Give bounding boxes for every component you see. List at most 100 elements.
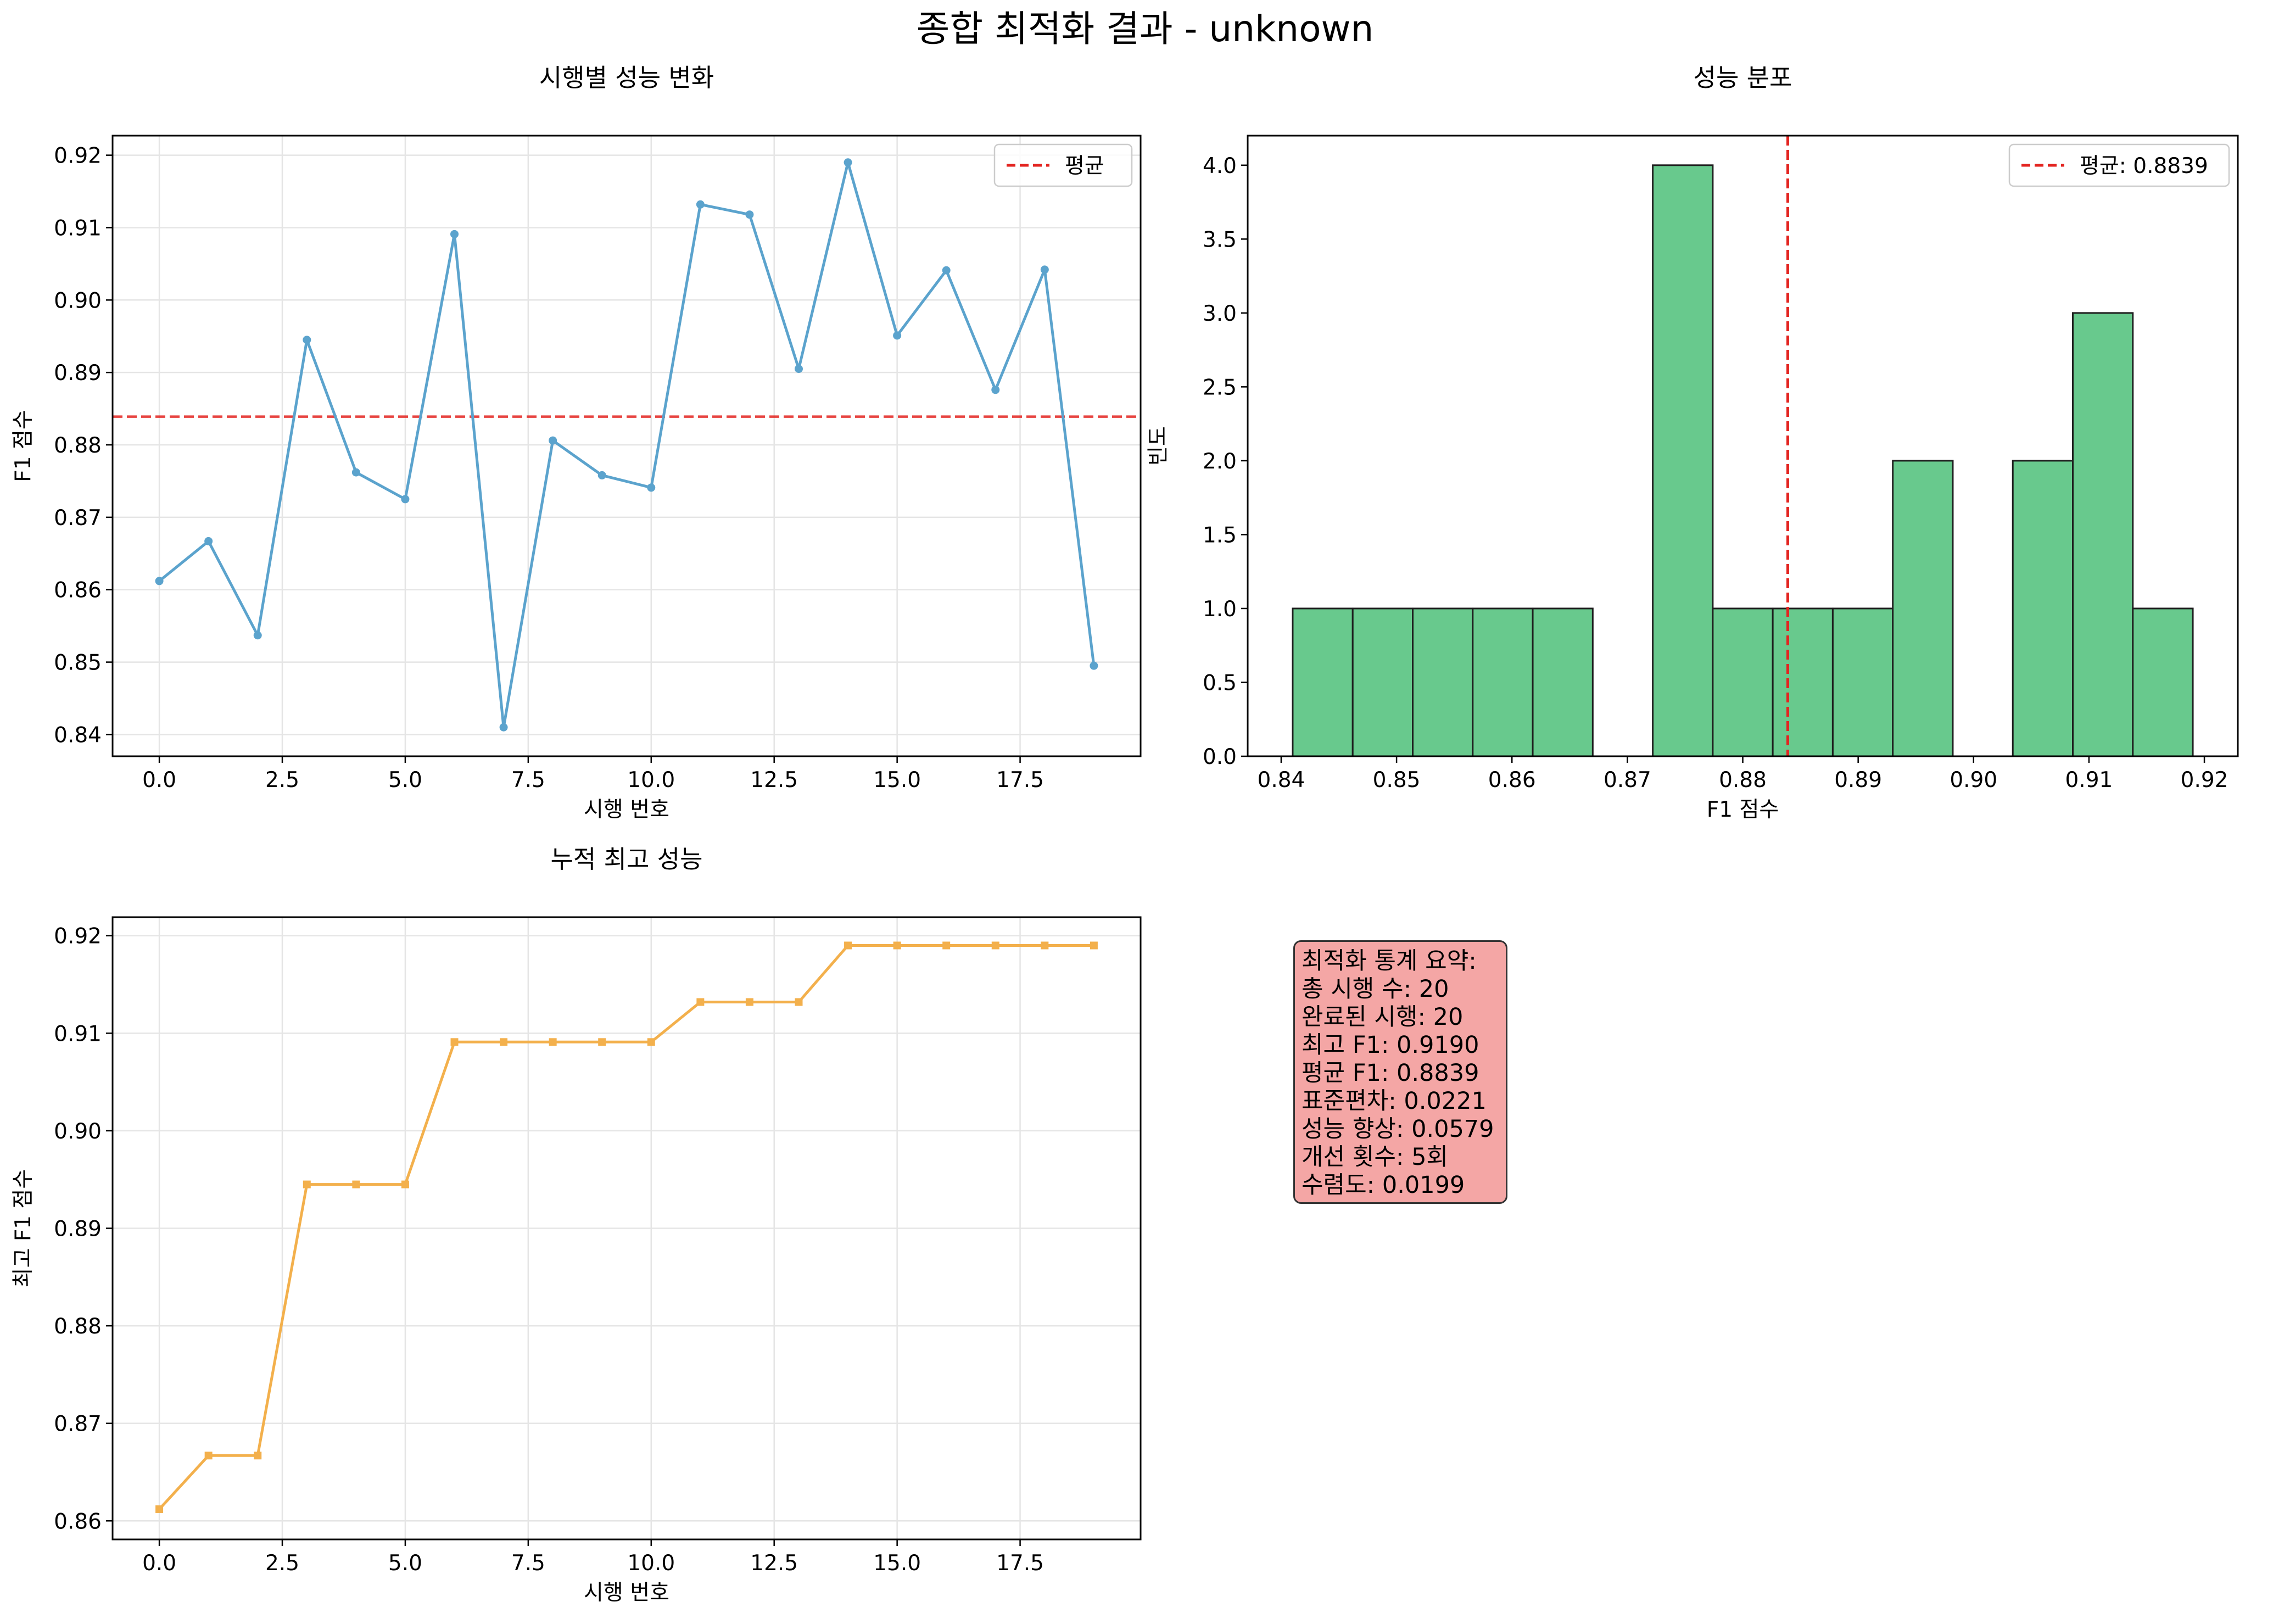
data-point-8	[549, 1038, 557, 1046]
x-tick-label-3: 7.5	[511, 768, 545, 793]
y-tick-label-2: 0.88	[54, 1314, 102, 1339]
y-tick-label-3: 1.5	[1203, 523, 1237, 548]
data-point-3	[303, 336, 311, 344]
axes-frame	[111, 135, 1142, 757]
summary-line-convergence: 수렴도: 0.0199	[1302, 1171, 1465, 1199]
summary-line-improvement-count: 개선 횟수: 5회	[1302, 1143, 1448, 1171]
data-point-17	[991, 386, 1000, 394]
summary-line-best-f1: 최고 F1: 0.9190	[1302, 1031, 1479, 1059]
chart-cumulative-best: 0.0 2.5 5.0 7.5 10.0 12.5 15.0 17.5 0.86 0.87 0.88…	[11, 845, 1142, 1605]
data-point-4	[351, 468, 360, 477]
data-point-3	[303, 1180, 311, 1188]
y-axis-label: 빈도	[1146, 426, 1171, 466]
legend-box	[2008, 143, 2230, 187]
summary-line-improvement: 성능 향상: 0.0579	[1302, 1115, 1494, 1143]
hist-bar-14	[2132, 607, 2194, 757]
data-point-0	[155, 1505, 164, 1513]
x-tick-label-4: 10.0	[627, 1551, 675, 1576]
data-point-4	[352, 1180, 360, 1188]
x-axis-label: F1 점수	[1707, 797, 1779, 822]
x-tick-label-7: 17.5	[996, 768, 1044, 793]
legend: 평균: 0.8839	[2008, 143, 2230, 187]
x-tick-label-2: 5.0	[388, 1551, 422, 1576]
y-tick-label-6: 0.92	[54, 924, 102, 949]
x-tick-label-0: 0.0	[142, 768, 176, 793]
data-point-14	[844, 941, 852, 950]
data-point-18	[1041, 941, 1049, 950]
x-tick-label-0: 0.0	[142, 1551, 176, 1576]
data-point-6	[450, 1038, 459, 1046]
data-point-7	[499, 723, 508, 732]
data-point-5	[401, 495, 410, 504]
summary-line-total-trials: 총 시행 수: 20	[1302, 975, 1449, 1003]
chart-performance-distribution: 0.84 0.85 0.86 0.87 0.88 0.89 0.90 0.91 0.92 0.0 0…	[1146, 63, 2239, 822]
y-tick-label-0: 0.86	[54, 1509, 102, 1534]
y-tick-label-2: 0.86	[54, 578, 102, 603]
figure-suptitle: 종합 최적화 결과 - unknown	[917, 8, 1374, 50]
x-tick-label-1: 2.5	[265, 768, 299, 793]
x-tick-label-5: 0.89	[1834, 768, 1882, 793]
data-point-13	[795, 998, 803, 1006]
x-tick-label-4: 10.0	[627, 768, 675, 793]
x-axis-label: 시행 번호	[584, 1581, 669, 1605]
data-point-9	[597, 471, 606, 479]
data-point-19	[1090, 941, 1098, 950]
chart-title: 누적 최고 성능	[550, 845, 702, 874]
hist-bar-0	[1292, 607, 1354, 757]
data-point-7	[500, 1038, 508, 1046]
legend-box	[993, 143, 1133, 187]
hist-bar-7	[1712, 607, 1774, 757]
summary-stats-box: 최적화 통계 요약: 총 시행 수: 20 완료된 시행: 20 최고 F1: …	[1293, 940, 1507, 1204]
chart-trial-performance: 0.0 2.5 5.0 7.5 10.0 12.5 15.0 17.5 0.84 0.85 0.86…	[11, 63, 1142, 822]
hist-bar-1	[1351, 607, 1414, 757]
data-point-2	[254, 1452, 262, 1460]
data-point-17	[991, 941, 999, 950]
summary-line-mean-f1: 평균 F1: 0.8839	[1302, 1059, 1479, 1087]
x-tick-label-5: 12.5	[750, 1551, 798, 1576]
x-tick-label-1: 0.85	[1373, 768, 1421, 793]
hist-bar-10	[1892, 460, 1954, 757]
y-tick-label-4: 0.90	[54, 1119, 102, 1144]
y-axis-label: 최고 F1 점수	[11, 1169, 36, 1288]
data-point-11	[696, 998, 705, 1006]
x-tick-label-3: 0.87	[1604, 768, 1651, 793]
data-point-1	[204, 1452, 213, 1460]
data-point-6	[450, 230, 459, 238]
y-tick-label-8: 4.0	[1203, 154, 1237, 178]
data-point-10	[647, 1038, 655, 1046]
x-tick-label-2: 0.86	[1488, 768, 1536, 793]
data-point-15	[893, 331, 902, 340]
data-point-8	[549, 436, 557, 445]
x-tick-label-7: 17.5	[996, 1551, 1044, 1576]
x-tick-label-4: 0.88	[1719, 768, 1767, 793]
y-tick-label-2: 1.0	[1203, 597, 1237, 622]
hist-bar-12	[2012, 460, 2074, 757]
x-tick-label-8: 0.92	[2181, 768, 2228, 793]
y-tick-label-1: 0.87	[54, 1412, 102, 1437]
summary-line-header: 최적화 통계 요약:	[1302, 947, 1477, 975]
x-tick-label-5: 12.5	[750, 768, 798, 793]
data-point-9	[598, 1038, 606, 1046]
legend: 평균	[993, 143, 1133, 187]
y-tick-label-5: 0.89	[54, 361, 102, 386]
data-point-18	[1040, 265, 1049, 274]
data-point-2	[253, 631, 262, 640]
legend-label-mean: 평균	[1065, 154, 1104, 178]
hist-bar-6	[1652, 164, 1714, 757]
legend-label-mean: 평균: 0.8839	[2080, 154, 2208, 178]
series-line	[158, 944, 1094, 1510]
y-tick-label-4: 2.0	[1203, 449, 1237, 474]
summary-line-std: 표준편차: 0.0221	[1302, 1087, 1487, 1115]
data-point-16	[942, 941, 951, 950]
hist-bar-3	[1472, 607, 1534, 757]
data-point-5	[401, 1180, 409, 1188]
x-tick-label-3: 7.5	[511, 1551, 545, 1576]
y-tick-label-3: 0.87	[54, 506, 102, 531]
data-point-10	[647, 483, 656, 492]
x-tick-label-1: 2.5	[265, 1551, 299, 1576]
hist-bar-2	[1412, 607, 1474, 757]
y-tick-label-4: 0.88	[54, 433, 102, 458]
y-tick-label-5: 0.91	[54, 1022, 102, 1046]
data-point-19	[1090, 661, 1098, 670]
x-tick-label-6: 15.0	[873, 1551, 921, 1576]
